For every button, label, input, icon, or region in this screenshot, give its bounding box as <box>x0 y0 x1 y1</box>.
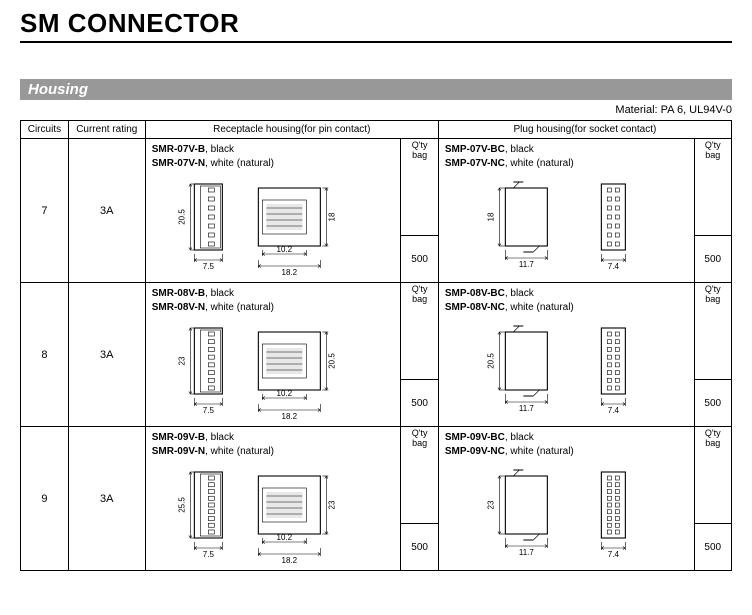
circuits-cell: 7 <box>21 139 69 283</box>
page-title: SM CONNECTOR <box>20 8 732 43</box>
qty-header-cell: Q'tybag <box>401 427 438 524</box>
svg-text:7.5: 7.5 <box>203 406 215 415</box>
svg-text:10.2: 10.2 <box>276 533 292 542</box>
recept-drawing: 23 7.5 20.5 10.2 18.2 <box>146 316 401 426</box>
plug-cell: SMP-09V-BC, blackSMP-09V-NC, white (natu… <box>438 427 694 571</box>
plug-qty: 500 <box>694 524 731 571</box>
svg-text:20.5: 20.5 <box>486 353 495 369</box>
svg-text:20.5: 20.5 <box>177 209 186 225</box>
recept-parts: SMR-09V-B, blackSMR-09V-N, white (natura… <box>146 427 401 460</box>
rating-cell: 3A <box>68 139 145 283</box>
qty-header-cell: Q'tybag <box>694 427 731 524</box>
svg-text:23: 23 <box>177 356 186 365</box>
svg-text:7.4: 7.4 <box>608 406 620 415</box>
rating-cell: 3A <box>68 427 145 571</box>
plug-cell: SMP-08V-BC, blackSMP-08V-NC, white (natu… <box>438 283 694 427</box>
col-current: Current rating <box>68 121 145 139</box>
qty-header-cell: Q'tybag <box>694 139 731 236</box>
svg-text:23: 23 <box>327 500 336 509</box>
recept-drawing: 25.5 7.5 23 10.2 18.2 <box>146 460 401 570</box>
col-circuits: Circuits <box>21 121 69 139</box>
spec-table: Circuits Current rating Receptacle housi… <box>20 120 732 571</box>
svg-text:11.7: 11.7 <box>519 404 535 413</box>
recept-qty: 500 <box>401 236 438 283</box>
qty-header-cell: Q'tybag <box>401 139 438 236</box>
qty-header-cell: Q'tybag <box>401 283 438 380</box>
svg-text:10.2: 10.2 <box>276 245 292 254</box>
svg-text:7.4: 7.4 <box>608 262 620 271</box>
recept-qty: 500 <box>401 524 438 571</box>
svg-text:18.2: 18.2 <box>281 412 297 421</box>
plug-drawing: 23 11.7 7.4 <box>439 460 694 570</box>
svg-text:23: 23 <box>486 500 495 509</box>
svg-text:10.2: 10.2 <box>276 389 292 398</box>
plug-qty: 500 <box>694 236 731 283</box>
plug-drawing: 20.5 11.7 7.4 <box>439 316 694 426</box>
material-note: Material: PA 6, UL94V-0 <box>20 104 732 116</box>
svg-text:18.2: 18.2 <box>281 556 297 565</box>
plug-drawing: 18 11.7 7.4 <box>439 172 694 282</box>
svg-text:7.4: 7.4 <box>608 550 620 559</box>
plug-cell: SMP-07V-BC, blackSMP-07V-NC, white (natu… <box>438 139 694 283</box>
svg-text:18.2: 18.2 <box>281 268 297 277</box>
plug-qty: 500 <box>694 380 731 427</box>
svg-text:20.5: 20.5 <box>327 353 336 369</box>
rating-cell: 3A <box>68 283 145 427</box>
section-heading: Housing <box>20 79 732 100</box>
recept-cell: SMR-07V-B, blackSMR-07V-N, white (natura… <box>145 139 401 283</box>
plug-parts: SMP-09V-BC, blackSMP-09V-NC, white (natu… <box>439 427 694 460</box>
circuits-cell: 9 <box>21 427 69 571</box>
svg-text:18: 18 <box>486 212 495 221</box>
recept-cell: SMR-08V-B, blackSMR-08V-N, white (natura… <box>145 283 401 427</box>
svg-text:7.5: 7.5 <box>203 262 215 271</box>
recept-parts: SMR-07V-B, blackSMR-07V-N, white (natura… <box>146 139 401 172</box>
svg-text:18: 18 <box>327 212 336 221</box>
svg-text:11.7: 11.7 <box>519 260 535 269</box>
recept-parts: SMR-08V-B, blackSMR-08V-N, white (natura… <box>146 283 401 316</box>
col-plug: Plug housing(for socket contact) <box>438 121 731 139</box>
recept-qty: 500 <box>401 380 438 427</box>
svg-text:25.5: 25.5 <box>177 497 186 513</box>
col-receptacle: Receptacle housing(for pin contact) <box>145 121 438 139</box>
svg-text:7.5: 7.5 <box>203 550 215 559</box>
plug-parts: SMP-08V-BC, blackSMP-08V-NC, white (natu… <box>439 283 694 316</box>
svg-text:11.7: 11.7 <box>519 548 535 557</box>
plug-parts: SMP-07V-BC, blackSMP-07V-NC, white (natu… <box>439 139 694 172</box>
recept-drawing: 20.5 7.5 18 10.2 18.2 <box>146 172 401 282</box>
recept-cell: SMR-09V-B, blackSMR-09V-N, white (natura… <box>145 427 401 571</box>
circuits-cell: 8 <box>21 283 69 427</box>
qty-header-cell: Q'tybag <box>694 283 731 380</box>
